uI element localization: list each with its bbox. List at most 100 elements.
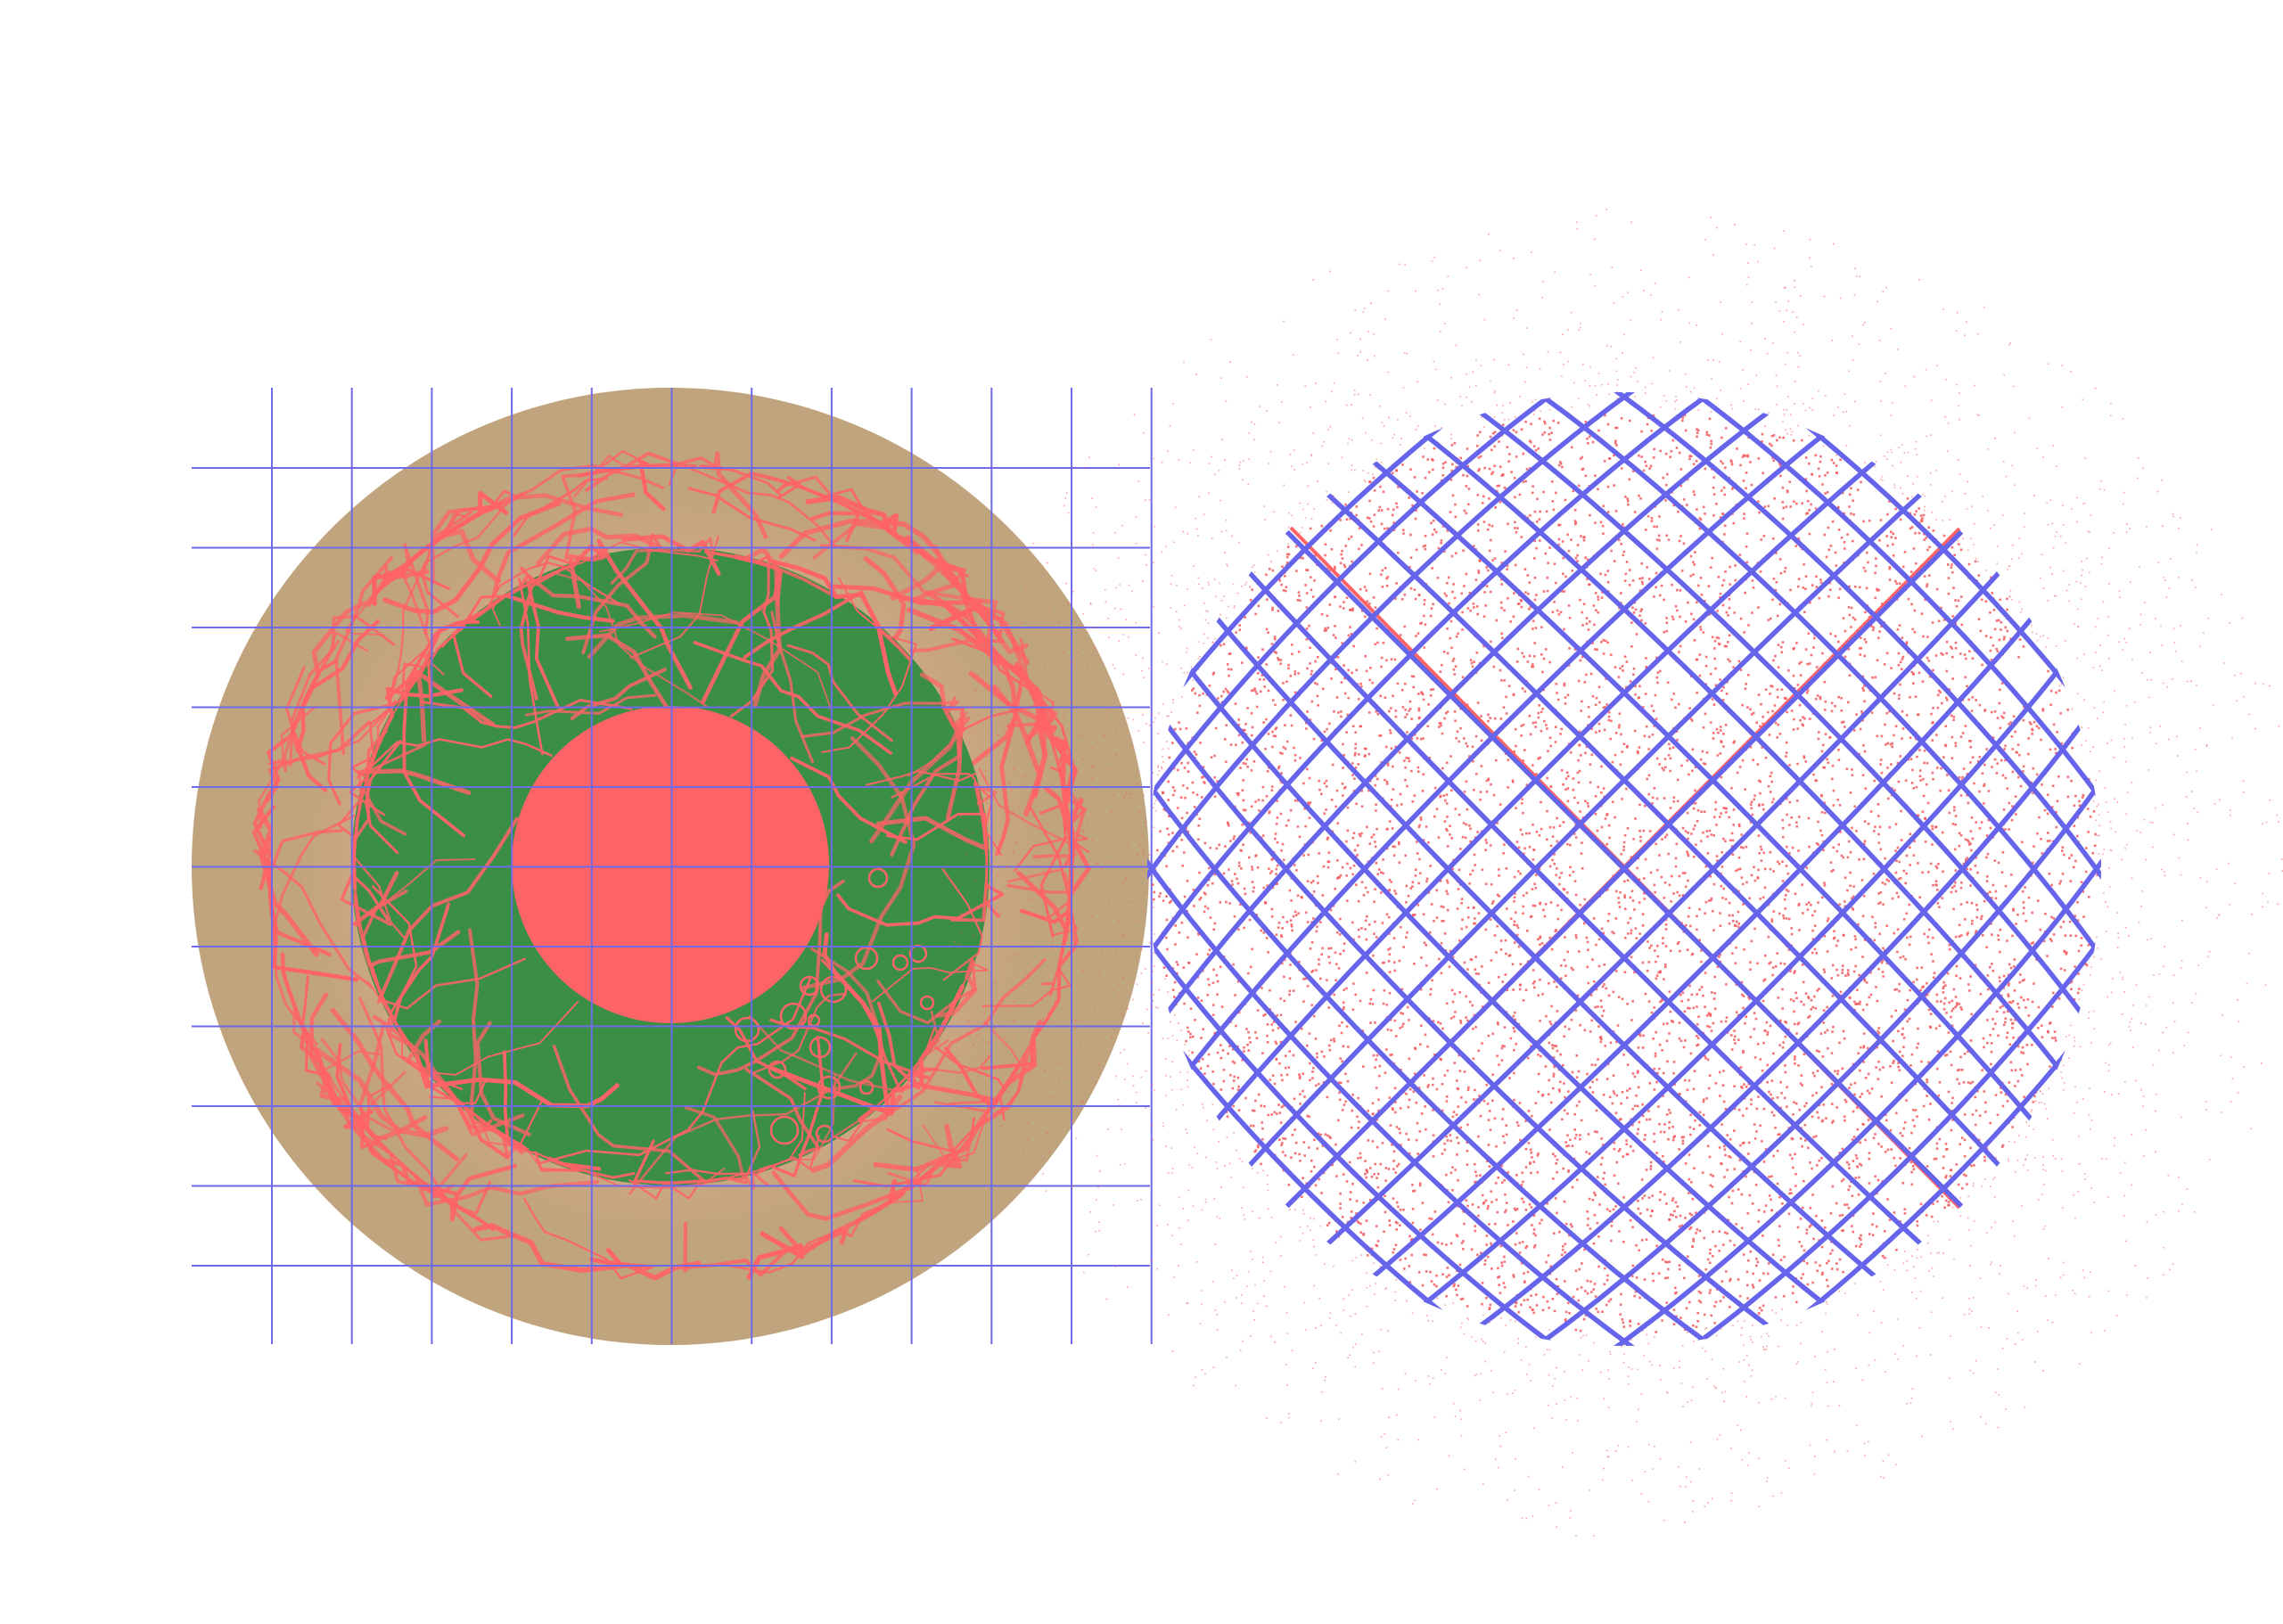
speckle <box>2023 1095 2025 1099</box>
speckle <box>1524 420 1527 423</box>
speckle <box>1339 605 1342 608</box>
speckle <box>1121 1128 1122 1130</box>
speckle <box>1770 685 1772 687</box>
speckle <box>1590 1063 1594 1066</box>
speckle <box>1429 614 1433 618</box>
speckle <box>1888 825 1892 829</box>
speckle <box>1930 434 1932 436</box>
speckle <box>1507 522 1509 525</box>
speckle <box>2062 1274 2065 1276</box>
speckle <box>1156 849 1159 852</box>
speckle <box>1274 1040 1277 1044</box>
speckle <box>1967 839 1969 841</box>
speckle <box>1252 564 1255 566</box>
speckle <box>1280 772 1283 775</box>
speckle <box>1277 1103 1280 1106</box>
speckle <box>1874 676 1877 679</box>
speckle <box>2068 600 2070 603</box>
speckle <box>2001 851 2005 854</box>
speckle <box>1440 663 1443 667</box>
speckle <box>1345 840 1348 843</box>
speckle <box>1263 1104 1266 1108</box>
speckle <box>1741 1326 1743 1329</box>
speckle <box>1779 571 1783 575</box>
speckle <box>1648 467 1651 470</box>
speckle <box>1387 371 1390 373</box>
speckle <box>1709 874 1712 878</box>
speckle <box>1394 1111 1397 1114</box>
speckle <box>1679 1039 1683 1043</box>
speckle <box>1716 226 1718 229</box>
speckle <box>1885 535 1888 537</box>
speckle <box>1589 781 1592 784</box>
speckle <box>1877 1143 1880 1145</box>
speckle <box>2246 982 2248 985</box>
speckle <box>1168 1314 1170 1316</box>
speckle <box>1898 447 1900 448</box>
speckle <box>2017 1332 2019 1334</box>
speckle <box>1586 965 1589 969</box>
speckle <box>1948 688 1951 691</box>
speckle <box>1409 533 1412 537</box>
speckle <box>1499 718 1502 720</box>
speckle <box>1674 605 1678 608</box>
speckle <box>1371 681 1374 685</box>
speckle <box>1515 911 1517 914</box>
speckle <box>1881 475 1884 478</box>
speckle <box>1343 754 1345 757</box>
coral-vein <box>836 883 1005 927</box>
speckle <box>1790 816 1793 819</box>
speckle <box>1236 592 1239 595</box>
speckle <box>1737 1108 1741 1111</box>
speckle <box>1422 839 1425 841</box>
coral-vein <box>423 1163 517 1222</box>
speckle <box>1813 1074 1816 1078</box>
speckle <box>1966 857 1969 859</box>
speckle <box>966 829 968 832</box>
speckle <box>1931 827 1934 831</box>
coral-vein <box>546 1156 602 1172</box>
speckle <box>1851 906 1854 910</box>
speckle <box>1899 755 1901 758</box>
speckle <box>1229 840 1232 842</box>
speckle <box>2141 672 2143 674</box>
speckle <box>1022 1151 1025 1152</box>
speckle <box>1918 749 1921 751</box>
speckle <box>1193 1384 1195 1387</box>
speckle <box>1910 670 1914 674</box>
speckle <box>1542 590 1546 593</box>
speckle <box>1040 998 1043 1001</box>
speckle <box>960 931 962 934</box>
speckle <box>1338 1091 1341 1095</box>
speckle <box>1471 1203 1474 1206</box>
speckle <box>1723 533 1726 536</box>
speckle <box>1621 1090 1624 1094</box>
speckle <box>1380 461 1383 463</box>
speckle <box>1868 519 1871 522</box>
speckle <box>2092 810 2096 813</box>
speckle <box>1197 668 1199 670</box>
speckle <box>1804 409 1807 412</box>
speckle <box>1826 472 1829 474</box>
speckle <box>2043 1184 2045 1185</box>
speckle <box>1707 1502 1709 1504</box>
speckle <box>1410 769 1413 773</box>
speckle <box>1255 693 1259 695</box>
speckle <box>1379 871 1383 874</box>
speckle <box>2073 1112 2075 1114</box>
speckle <box>1680 999 1684 1003</box>
speckle <box>1564 1095 1566 1099</box>
speckle <box>1679 1360 1680 1363</box>
speckle <box>1358 527 1361 530</box>
speckle <box>1438 722 1441 725</box>
speckle <box>1605 703 1608 706</box>
speckle <box>1663 395 1665 397</box>
speckle <box>1388 971 1392 973</box>
speckle <box>2183 1045 2186 1046</box>
speckle <box>1539 943 1541 946</box>
speckle <box>1826 1300 1827 1303</box>
speckle <box>1399 1107 1402 1110</box>
speckle <box>1523 353 1524 356</box>
speckle <box>1759 845 1762 849</box>
speckle <box>1751 322 1753 324</box>
